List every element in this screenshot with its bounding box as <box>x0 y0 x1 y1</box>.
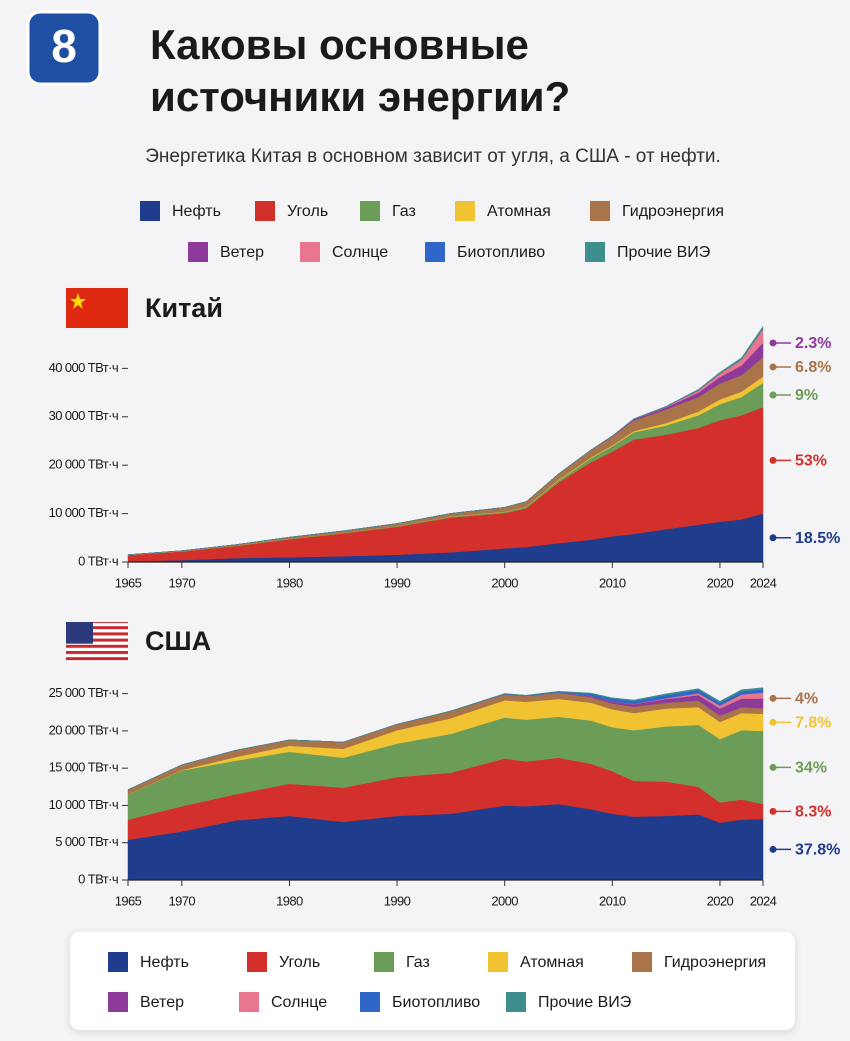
share-label: 53% <box>795 453 827 470</box>
legend-label: Гидроэнергия <box>664 954 766 971</box>
share-label: 4% <box>795 691 818 708</box>
x-tick-label: 2024 <box>750 893 777 908</box>
legend-label: Атомная <box>487 203 551 220</box>
legend-swatch <box>300 242 320 262</box>
x-tick-label: 1965 <box>115 575 142 590</box>
y-tick-label: 15 000 ТВт·ч <box>49 760 118 775</box>
y-tick-label: 5 000 ТВт·ч <box>55 834 118 849</box>
x-tick-label: 1990 <box>384 893 411 908</box>
share-label: 37.8% <box>795 842 840 859</box>
share-label: 6.8% <box>795 359 831 376</box>
y-tick-label: 40 000 ТВт·ч <box>49 360 118 375</box>
legend-swatch <box>585 242 605 262</box>
share-label: 9% <box>795 387 818 404</box>
legend-label: Ветер <box>140 994 184 1011</box>
x-tick-label: 2020 <box>707 575 734 590</box>
share-label: 34% <box>795 760 827 777</box>
title-line: Каковы основные <box>150 21 529 68</box>
chart-title: Китай <box>145 293 223 323</box>
y-tick-label: 0 ТВт·ч <box>78 553 118 568</box>
y-tick-label: 25 000 ТВт·ч <box>49 685 118 700</box>
y-tick-label: 10 000 ТВт·ч <box>49 797 118 812</box>
legend-swatch <box>239 992 259 1012</box>
legend-label: Прочие ВИЭ <box>617 244 710 261</box>
share-label: 8.3% <box>795 804 831 821</box>
china-flag <box>66 288 128 328</box>
legend-swatch <box>247 952 267 972</box>
legend-label: Гидроэнергия <box>622 203 724 220</box>
x-tick-label: 2010 <box>599 893 626 908</box>
legend-label: Уголь <box>279 954 320 971</box>
legend-swatch <box>140 201 160 221</box>
badge-number: 8 <box>51 20 77 72</box>
area-series <box>127 325 764 555</box>
legend-swatch <box>506 992 526 1012</box>
x-tick-label: 1970 <box>169 893 196 908</box>
legend-swatch <box>360 992 380 1012</box>
legend-swatch <box>374 952 394 972</box>
x-tick-label: 2024 <box>750 575 777 590</box>
legend-label: Нефть <box>172 203 221 220</box>
legend-swatch <box>108 952 128 972</box>
y-tick-label: 30 000 ТВт·ч <box>49 408 118 423</box>
subtitle: Энергетика Китая в основном зависит от у… <box>145 146 721 167</box>
flag-star <box>70 293 86 309</box>
legend-swatch <box>455 201 475 221</box>
badge-box <box>26 10 102 86</box>
legend-swatch <box>188 242 208 262</box>
x-tick-label: 1980 <box>276 575 303 590</box>
legend-label: Газ <box>392 203 416 220</box>
legend-swatch <box>255 201 275 221</box>
legend-label: Газ <box>406 954 430 971</box>
x-tick-label: 1990 <box>384 575 411 590</box>
legend-swatch <box>108 992 128 1012</box>
legend-label: Прочие ВИЭ <box>538 994 631 1011</box>
legend-box <box>70 932 795 1030</box>
legend-label: Уголь <box>287 203 328 220</box>
share-label: 7.8% <box>795 715 831 732</box>
share-label: 2.3% <box>795 335 831 352</box>
legend-label: Биотопливо <box>392 994 480 1011</box>
legend-swatch <box>425 242 445 262</box>
legend-swatch <box>590 201 610 221</box>
legend-swatch <box>488 952 508 972</box>
x-tick-label: 1980 <box>276 893 303 908</box>
legend-label: Солнце <box>332 244 388 261</box>
legend-label: Солнце <box>271 994 327 1011</box>
y-tick-label: 0 ТВт·ч <box>78 871 118 886</box>
x-tick-label: 2000 <box>491 893 518 908</box>
area-series <box>127 687 764 790</box>
legend-label: Атомная <box>520 954 584 971</box>
legend-label: Нефть <box>140 954 189 971</box>
legend-label: Ветер <box>220 244 264 261</box>
x-tick-label: 2000 <box>491 575 518 590</box>
title-line: источники энергии? <box>150 73 570 120</box>
chart-title: США <box>145 626 211 656</box>
y-tick-label: 10 000 ТВт·ч <box>49 505 118 520</box>
y-tick-label: 20 000 ТВт·ч <box>49 457 118 472</box>
flag-canton <box>66 622 93 644</box>
x-tick-label: 2020 <box>707 893 734 908</box>
x-tick-label: 1965 <box>115 893 142 908</box>
y-tick-label: 20 000 ТВт·ч <box>49 722 118 737</box>
legend-label: Биотопливо <box>457 244 545 261</box>
share-label: 18.5% <box>795 530 840 547</box>
legend-swatch <box>360 201 380 221</box>
x-tick-label: 1970 <box>169 575 196 590</box>
legend-swatch <box>632 952 652 972</box>
x-tick-label: 2010 <box>599 575 626 590</box>
